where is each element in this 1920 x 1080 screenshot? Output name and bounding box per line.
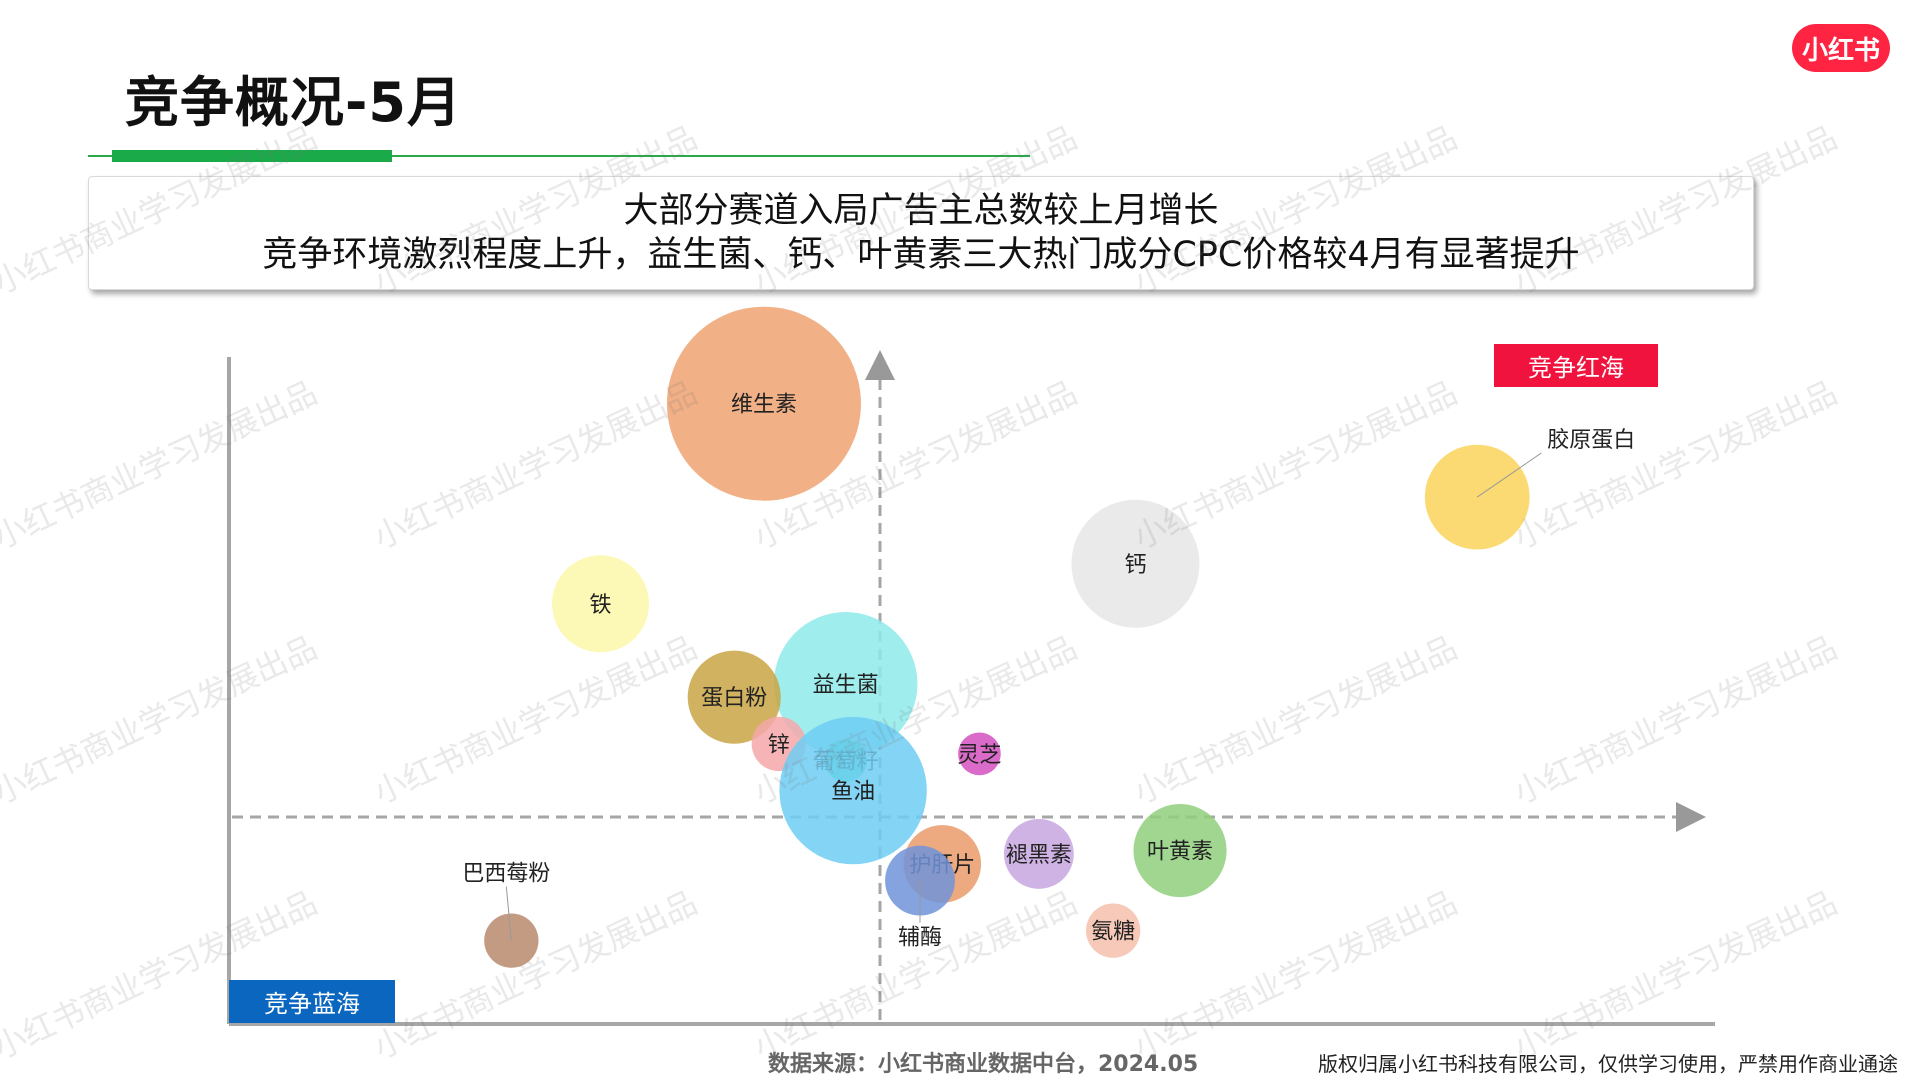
bubble-label-3: 蛋白粉 — [701, 686, 767, 711]
bubbles-group: 维生素铁益生菌蛋白粉锌葡萄籽鱼油灵芝钙胶原蛋白叶黄素褪黑素氨糖护肝片辅酶巴西莓粉 — [462, 306, 1635, 968]
watermark-9: 小红书商业学习发展出品 — [1508, 373, 1843, 556]
bubble-3 — [687, 650, 781, 744]
watermark-5: 小红书商业学习发展出品 — [0, 373, 323, 556]
bubble-label-15: 巴西莓粉 — [462, 862, 550, 887]
bubble-label-6: 鱼油 — [831, 780, 875, 805]
bubble-label-1: 铁 — [589, 593, 611, 618]
bubble-label-14: 辅酶 — [898, 926, 942, 951]
summary-box: 大部分赛道入局广告主总数较上月增长 竞争环境激烈程度上升，益生菌、钙、叶黄素三大… — [88, 176, 1754, 290]
bubble-label-4: 锌 — [768, 733, 790, 758]
watermark-16: 小红书商业学习发展出品 — [368, 883, 703, 1066]
bubble-label-7: 灵芝 — [957, 743, 1001, 768]
copyright-notice: 版权归属小红书科技有限公司，仅供学习使用，严禁用作商业通途 — [1318, 1052, 1898, 1076]
bubble-leader-15 — [505, 886, 512, 941]
summary-line-1: 大部分赛道入局广告主总数较上月增长 — [623, 191, 1219, 231]
watermark-2: 小红书商业学习发展出品 — [748, 118, 1083, 301]
bubble-6 — [779, 716, 927, 865]
bubble-label-0: 维生素 — [731, 393, 797, 418]
summary-line-2: 竞争环境激烈程度上升，益生菌、钙、叶黄素三大热门成分CPC价格较4月有显著提升 — [262, 235, 1580, 275]
watermark-3: 小红书商业学习发展出品 — [1128, 118, 1463, 301]
bubble-label-11: 褪黑素 — [1006, 843, 1072, 868]
data-source: 数据来源：小红书商业数据中台，2024.05 — [768, 1052, 1199, 1077]
watermark-0: 小红书商业学习发展出品 — [0, 118, 323, 301]
title-underline — [88, 155, 1030, 157]
bubble-2 — [773, 612, 918, 756]
watermark-1: 小红书商业学习发展出品 — [368, 118, 703, 301]
bubble-label-8: 钙 — [1124, 553, 1146, 578]
bubble-leader-9 — [1476, 452, 1542, 498]
bubble-0 — [666, 306, 861, 501]
watermark-10: 小红书商业学习发展出品 — [0, 628, 323, 811]
bubble-8 — [1071, 499, 1200, 628]
xiaohongshu-logo: 小红书 — [1792, 24, 1890, 72]
watermark-group: 小红书商业学习发展出品 小红书商业学习发展出品 小红书商业学习发展出品 小红书商业学习… — [0, 118, 1843, 1066]
red-sea-tag: 竞争红海 — [1494, 344, 1658, 387]
watermark-11: 小红书商业学习发展出品 — [368, 628, 703, 811]
bubble-label-2: 益生菌 — [813, 673, 879, 698]
watermark-19: 小红书商业学习发展出品 — [1508, 883, 1843, 1066]
bubble-label-12: 氨糖 — [1091, 920, 1135, 945]
page-title: 竞争概况-5月 — [125, 71, 462, 134]
watermark-6: 小红书商业学习发展出品 — [368, 373, 703, 556]
title-accent-bar — [112, 150, 392, 162]
watermark-14: 小红书商业学习发展出品 — [1508, 628, 1843, 811]
blue-sea-tag: 竞争蓝海 — [229, 980, 395, 1023]
watermark-4: 小红书商业学习发展出品 — [1508, 118, 1843, 301]
bubble-7 — [958, 732, 1001, 776]
watermark-18: 小红书商业学习发展出品 — [1128, 883, 1463, 1066]
bubble-label-9: 胶原蛋白 — [1547, 428, 1635, 453]
bubble-11 — [1003, 818, 1074, 889]
watermark-8: 小红书商业学习发展出品 — [1128, 373, 1463, 556]
bubble-1 — [552, 555, 649, 653]
bubble-label-10: 叶黄素 — [1147, 840, 1213, 865]
watermark-15: 小红书商业学习发展出品 — [0, 883, 323, 1066]
bubble-10 — [1133, 804, 1227, 898]
watermark-13: 小红书商业学习发展出品 — [1128, 628, 1463, 811]
bubble-12 — [1086, 903, 1141, 958]
